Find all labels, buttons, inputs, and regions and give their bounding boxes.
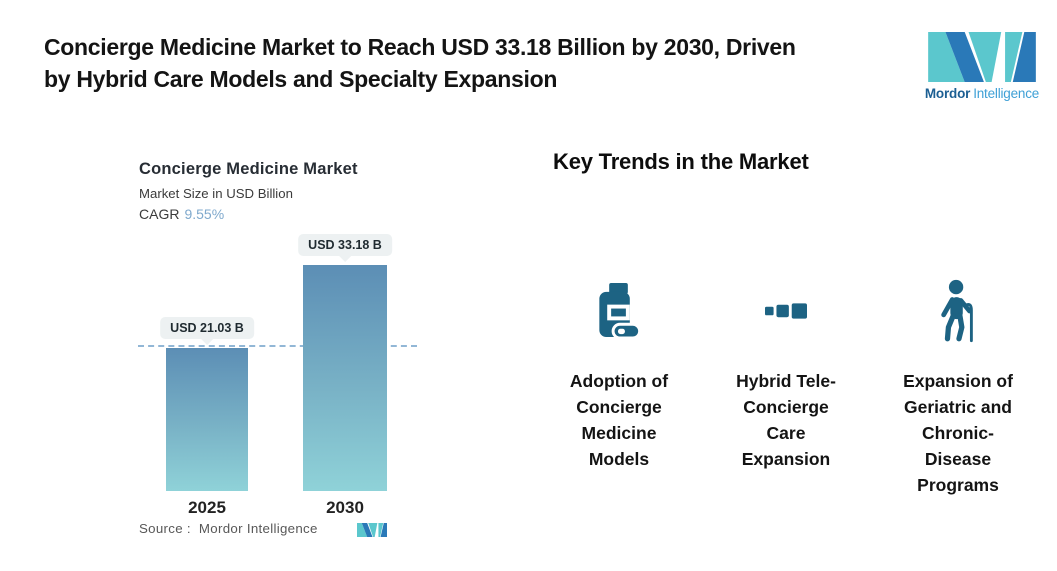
bar-value-badge: USD 21.03 B bbox=[160, 317, 254, 339]
source-row: Source : Mordor Intelligence bbox=[139, 521, 318, 536]
footer-logo-icon bbox=[357, 523, 387, 537]
chart-subtitle: Market Size in USD Billion bbox=[139, 186, 293, 201]
trend-item-adoption: Adoption of Concierge Medicine Models bbox=[544, 272, 694, 472]
brand-name-light: Intelligence bbox=[973, 86, 1040, 101]
source-label: Source : bbox=[139, 521, 191, 536]
page-title: Concierge Medicine Market to Reach USD 3… bbox=[44, 34, 796, 92]
trend-item-geriatric: Expansion of Geriatric and Chronic- Disease… bbox=[888, 272, 1028, 498]
bar-year-label: 2030 bbox=[326, 498, 364, 517]
bar-group-2025: USD 21.03 B 2025 bbox=[160, 317, 254, 517]
brand-logo: Mordor Intelligence bbox=[922, 32, 1042, 101]
chart-title: Concierge Medicine Market bbox=[139, 160, 358, 178]
bar-group-2030: USD 33.18 B 2030 bbox=[298, 234, 392, 517]
trend-item-tele-concierge: Hybrid Tele- Concierge Care Expansion bbox=[711, 272, 861, 472]
cagr-value: 9.55% bbox=[184, 206, 225, 222]
pill-bottle-icon bbox=[599, 282, 641, 340]
bar-2030-rect bbox=[303, 265, 387, 491]
telehealth-squares-icon bbox=[765, 303, 807, 319]
reference-dashline bbox=[138, 345, 417, 347]
bar-value-badge: USD 33.18 B bbox=[298, 234, 392, 256]
cagr-row: CAGR 9.55% bbox=[139, 206, 224, 222]
trends-heading: Key Trends in the Market bbox=[553, 149, 809, 174]
mordor-intelligence-logo-icon bbox=[928, 32, 1036, 82]
trend-label: Hybrid Tele- Concierge Care Expansion bbox=[736, 371, 836, 469]
cagr-label: CAGR bbox=[139, 206, 180, 222]
bar-year-label: 2025 bbox=[188, 498, 226, 517]
brand-name: Mordor Intelligence bbox=[922, 86, 1042, 101]
brand-name-bold: Mordor bbox=[924, 86, 971, 101]
source-value: Mordor Intelligence bbox=[198, 521, 318, 536]
bar-2025-rect bbox=[166, 348, 248, 491]
elderly-cane-icon bbox=[941, 279, 973, 343]
trend-label: Adoption of Concierge Medicine Models bbox=[569, 371, 669, 469]
trend-label: Expansion of Geriatric and Chronic- Disease… bbox=[903, 371, 1013, 495]
